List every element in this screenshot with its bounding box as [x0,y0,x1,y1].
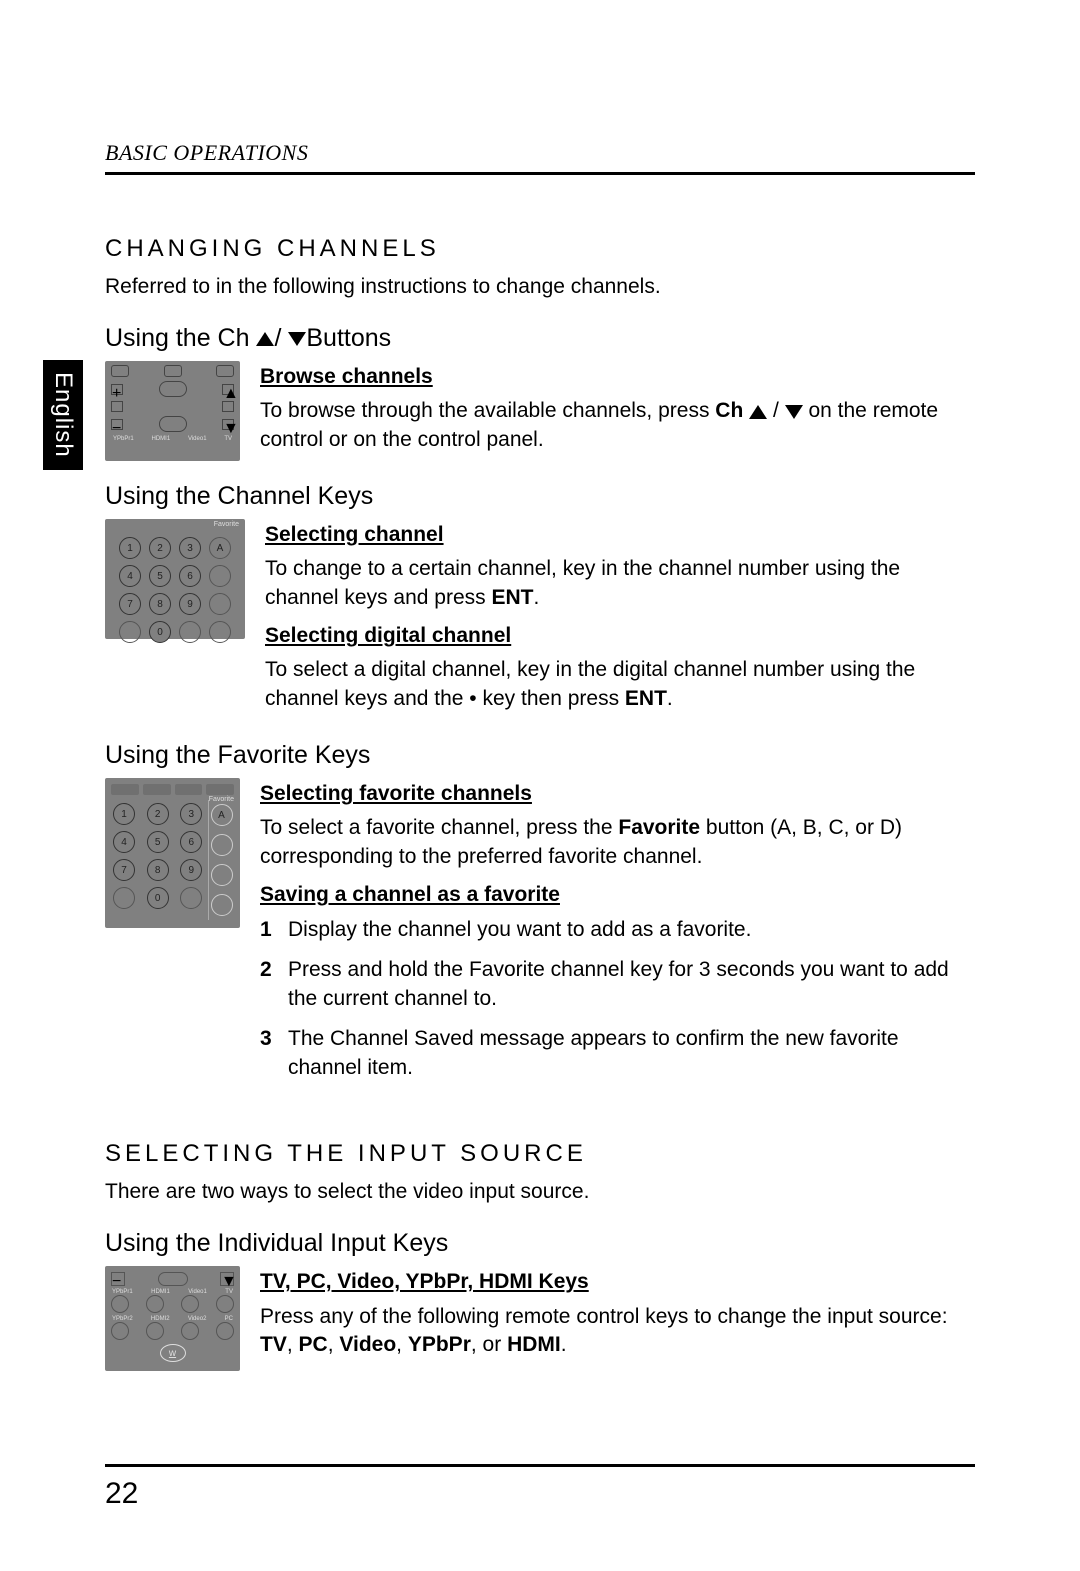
channel-keys-text: Selecting channel To change to a certain… [265,519,975,723]
selecting-input-intro: There are two ways to select the video i… [105,1180,975,1204]
label: YPbPr1 [113,436,134,442]
down-triangle-icon [785,405,803,419]
remote-diagram-ch-buttons: +▲ −▼ YPbPr1HDMI1Video1TV [105,361,240,461]
input-keys-heading: TV, PC, Video, YPbPr, HDMI Keys [260,1268,975,1296]
channel-keys-block: Favorite 123A 456 789 0 Selecting channe… [105,519,975,723]
browse-channels-text: Browse channels To browse through the av… [260,361,975,464]
bold: TV [260,1333,287,1356]
page-content: BASIC OPERATIONS CHANGING CHANNELS Refer… [0,0,1080,1571]
selecting-digital-heading: Selecting digital channel [265,622,975,650]
text: To select a favorite channel, press the [260,816,618,839]
browse-channels-heading: Browse channels [260,363,975,391]
section-header: BASIC OPERATIONS [105,140,975,166]
ent-bold: ENT [625,687,667,710]
using-ch-buttons-title: Using the Ch / Buttons [105,324,975,353]
step-item: The Channel Saved message appears to con… [260,1024,975,1083]
using-channel-keys-title: Using the Channel Keys [105,482,975,511]
changing-channels-intro: Referred to in the following instruction… [105,275,975,299]
step-item: Display the channel you want to add as a… [260,915,975,944]
favorite-keys-text: Selecting favorite channels To select a … [260,778,975,1092]
title-prefix: Using the Ch [105,324,256,352]
text: . [533,586,539,609]
remote-diagram-input-keys: −▼ YPbPr1HDMI1Video1TV YPbPr2HDMI2Video2… [105,1266,240,1371]
favorite-label: Favorite [214,521,239,528]
selecting-input-title: SELECTING THE INPUT SOURCE [105,1140,975,1168]
remote-diagram-favorite-keys: Favorite 123 456 789 0 A [105,778,240,928]
footer-rule [105,1464,975,1467]
text: To browse through the available channels… [260,399,715,422]
bold: YPbPr [408,1333,471,1356]
up-triangle-icon [256,332,274,346]
text: , [287,1333,299,1356]
ch-bold: Ch [715,399,743,422]
language-tab: English [43,360,83,470]
label: HDMI1 [151,436,170,442]
input-keys-text: TV, PC, Video, YPbPr, HDMI Keys Press an… [260,1266,975,1371]
down-triangle-icon [288,332,306,346]
bold: Video [339,1333,396,1356]
browse-channels-block: +▲ −▼ YPbPr1HDMI1Video1TV Browse channel… [105,361,975,464]
text: , [328,1333,340,1356]
step-item: Press and hold the Favorite channel key … [260,955,975,1014]
saving-favorite-heading: Saving a channel as a favorite [260,881,975,909]
page-number: 22 [105,1477,975,1511]
text: Press any of the following remote contro… [260,1305,948,1328]
text: . [561,1333,567,1356]
using-favorite-keys-title: Using the Favorite Keys [105,741,975,770]
selecting-channel-heading: Selecting channel [265,521,975,549]
changing-channels-title: CHANGING CHANNELS [105,235,975,263]
favorite-bold: Favorite [618,816,700,839]
saving-steps-list: Display the channel you want to add as a… [260,915,975,1082]
ent-bold: ENT [491,586,533,609]
selecting-favorite-heading: Selecting favorite channels [260,780,975,808]
bold: PC [299,1333,328,1356]
individual-input-title: Using the Individual Input Keys [105,1229,975,1258]
slash: / [274,324,288,352]
logo-icon: w [160,1344,186,1362]
text: , [396,1333,408,1356]
text: . [667,687,673,710]
text: To select a digital channel, key in the … [265,658,915,709]
header-rule [105,172,975,175]
label: Video1 [188,436,207,442]
text: To change to a certain channel, key in t… [265,557,900,608]
input-keys-block: −▼ YPbPr1HDMI1Video1TV YPbPr2HDMI2Video2… [105,1266,975,1371]
text: , or [471,1333,507,1356]
remote-diagram-channel-keys: Favorite 123A 456 789 0 [105,519,245,639]
title-suffix: Buttons [306,324,391,352]
label: TV [224,436,232,442]
up-triangle-icon [749,405,767,419]
favorite-keys-block: Favorite 123 456 789 0 A Selecting favor… [105,778,975,1092]
bold: HDMI [507,1333,561,1356]
